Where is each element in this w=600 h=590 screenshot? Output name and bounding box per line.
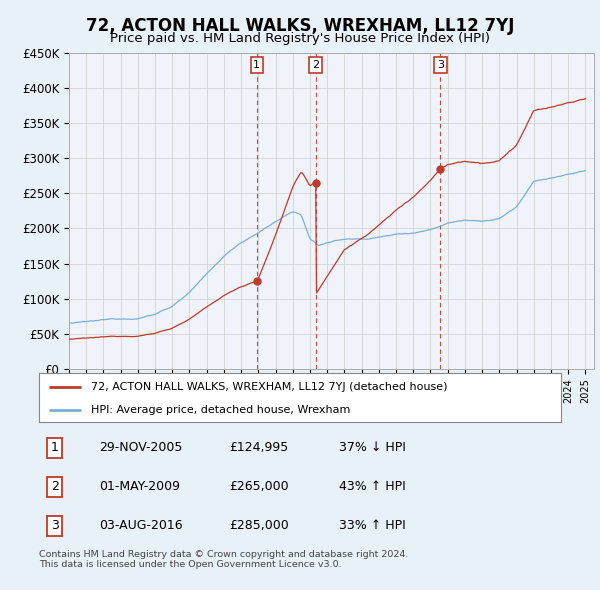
Text: HPI: Average price, detached house, Wrexham: HPI: Average price, detached house, Wrex…	[91, 405, 350, 415]
Text: 72, ACTON HALL WALKS, WREXHAM, LL12 7YJ: 72, ACTON HALL WALKS, WREXHAM, LL12 7YJ	[86, 17, 514, 35]
Text: 1: 1	[253, 60, 260, 70]
Text: 3: 3	[51, 519, 59, 532]
Text: 2: 2	[51, 480, 59, 493]
Text: £265,000: £265,000	[230, 480, 289, 493]
Text: 33% ↑ HPI: 33% ↑ HPI	[339, 519, 406, 532]
Text: 2: 2	[312, 60, 319, 70]
Text: Contains HM Land Registry data © Crown copyright and database right 2024.
This d: Contains HM Land Registry data © Crown c…	[39, 550, 409, 569]
Text: 3: 3	[437, 60, 444, 70]
Text: 03-AUG-2016: 03-AUG-2016	[99, 519, 182, 532]
Text: 72, ACTON HALL WALKS, WREXHAM, LL12 7YJ (detached house): 72, ACTON HALL WALKS, WREXHAM, LL12 7YJ …	[91, 382, 448, 392]
Text: 43% ↑ HPI: 43% ↑ HPI	[339, 480, 406, 493]
Text: Price paid vs. HM Land Registry's House Price Index (HPI): Price paid vs. HM Land Registry's House …	[110, 32, 490, 45]
Text: 37% ↓ HPI: 37% ↓ HPI	[339, 441, 406, 454]
Text: £124,995: £124,995	[230, 441, 289, 454]
Text: 1: 1	[51, 441, 59, 454]
Text: 01-MAY-2009: 01-MAY-2009	[99, 480, 180, 493]
Text: 29-NOV-2005: 29-NOV-2005	[99, 441, 182, 454]
Text: £285,000: £285,000	[230, 519, 289, 532]
